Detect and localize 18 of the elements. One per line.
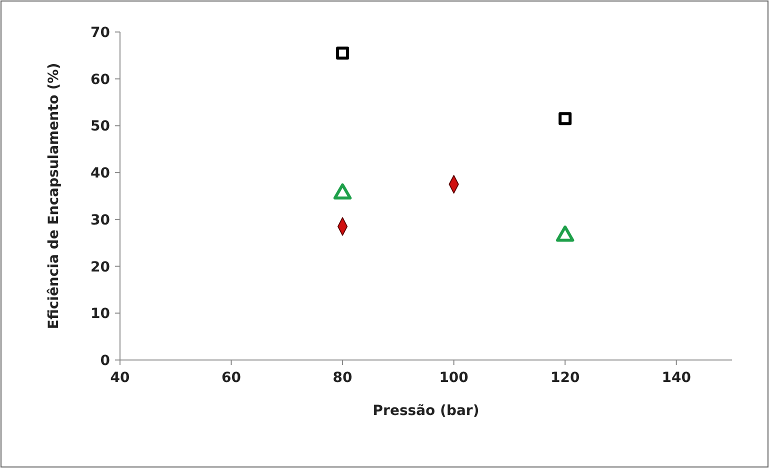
x-axis-title: Pressão (bar) [372, 403, 480, 419]
point [558, 112, 572, 126]
y-tick-label: 10 [90, 306, 110, 322]
x-tick-label: 40 [110, 370, 130, 386]
x-tick-label: 80 [332, 370, 353, 386]
y-tick-label: 40 [90, 166, 110, 182]
y-axis-title: Eficiência de Encapsulamento (%) [46, 62, 62, 330]
y-tick-label: 20 [90, 259, 110, 276]
y-tick-label: 60 [90, 72, 110, 88]
x-tick-label: 120 [550, 370, 580, 386]
y-tick-label: 30 [90, 212, 110, 228]
x-tick-label: 60 [222, 370, 242, 386]
y-tick-label: 70 [90, 25, 110, 41]
x-tick-label: 140 [662, 370, 692, 386]
point [336, 46, 350, 60]
x-tick-label: 100 [439, 370, 469, 386]
y-tick-label: 0 [100, 353, 110, 369]
y-tick-label: 50 [90, 118, 110, 135]
